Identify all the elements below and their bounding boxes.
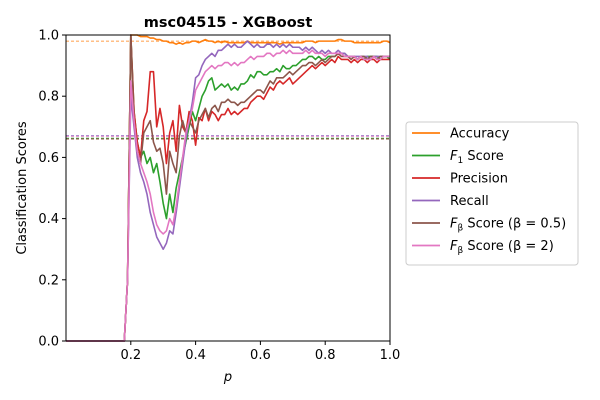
- axes-frame: [65, 34, 391, 342]
- series-line: [66, 49, 390, 342]
- y-tick-label: 1.0: [38, 29, 59, 44]
- plot-area: 0.2 0.4 0.6 0.8 1.0 0.0 0.2 0.4 0.6 0.8 1.0: [38, 29, 400, 364]
- chart-title: msc04515 - XGBoost: [144, 15, 313, 31]
- series-line: [66, 34, 390, 342]
- legend-label-recall: Recall: [450, 194, 489, 209]
- legend-label-fbeta-05: Fβ Score (β = 0.5): [450, 217, 566, 234]
- y-tick-label: 0.4: [38, 212, 59, 227]
- series-line: [66, 34, 390, 342]
- y-tick-label: 0.8: [38, 90, 59, 105]
- series-line: [66, 34, 391, 342]
- x-tick-label: 0.8: [315, 348, 336, 363]
- y-tick-label: 0.0: [38, 335, 59, 350]
- y-tick-label: 0.2: [38, 273, 59, 288]
- series-line: [66, 40, 390, 342]
- legend-label-precision: Precision: [450, 172, 508, 187]
- x-tick-label: 0.2: [120, 348, 141, 363]
- y-axis-label: Classification Scores: [15, 121, 30, 255]
- series-line: [66, 34, 391, 342]
- legend-label-accuracy: Accuracy: [450, 127, 510, 142]
- legend-frame: [405, 121, 579, 266]
- x-tick-label: 0.6: [250, 348, 271, 363]
- x-tick-label: 1.0: [380, 348, 401, 363]
- legend-label-f1: F1 Score: [450, 149, 504, 166]
- x-tick-label: 0.4: [185, 348, 206, 363]
- y-tick-label: 0.6: [38, 151, 59, 166]
- x-axis-label: p: [223, 370, 232, 385]
- legend-label-fbeta-2: Fβ Score (β = 2): [450, 239, 554, 256]
- legend: Accuracy F1 Score Precision Recall Fβ Score …: [405, 121, 579, 266]
